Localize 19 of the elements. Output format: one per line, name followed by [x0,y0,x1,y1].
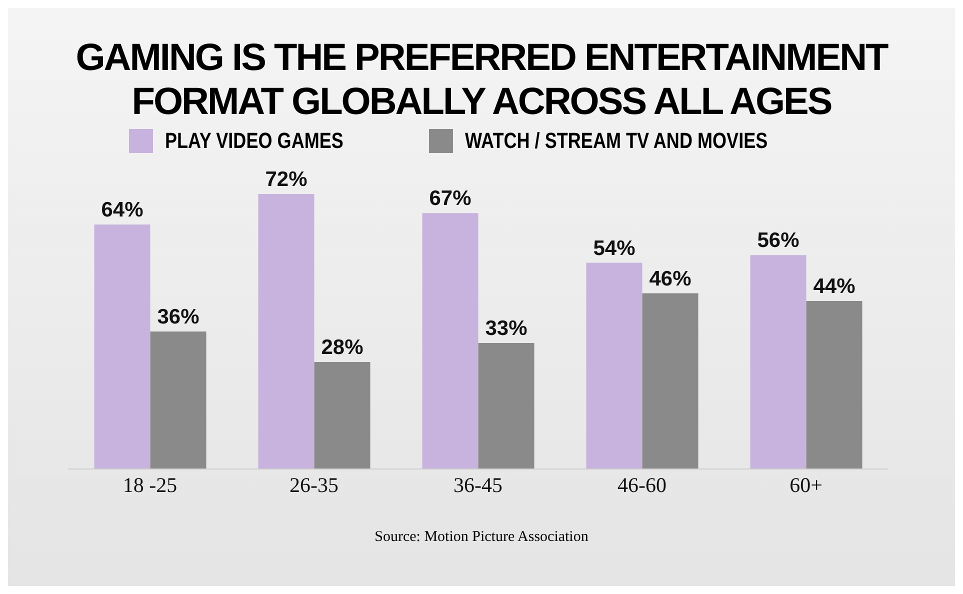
data-label: 33% [485,316,528,340]
data-label: 56% [757,229,800,252]
x-tick-label: 36-45 [454,472,502,497]
legend-label: WATCH / STREAM TV AND MOVIES [464,128,768,154]
source-note: Source: Motion Picture Association [374,529,590,546]
data-label: 67% [429,187,472,210]
x-tick-label: 60+ [790,472,822,497]
data-label: 36% [157,306,200,328]
data-label: 44% [813,274,856,298]
data-label: 28% [321,336,364,360]
data-label: 46% [649,267,692,290]
data-label: 64% [101,198,144,222]
chart-title: GAMING IS THE PREFERRED ENTERTAINMENT FORMAT GLOBALLY ACROSS ALL AGES [74,36,889,124]
data-label: 54% [593,236,636,260]
data-label: 72% [265,168,308,191]
legend-label: PLAY VIDEO GAMES [165,128,344,154]
x-tick-label: 26-35 [290,472,338,497]
x-tick-label: 18 -25 [122,472,178,497]
x-tick-label: 46-60 [618,472,666,497]
